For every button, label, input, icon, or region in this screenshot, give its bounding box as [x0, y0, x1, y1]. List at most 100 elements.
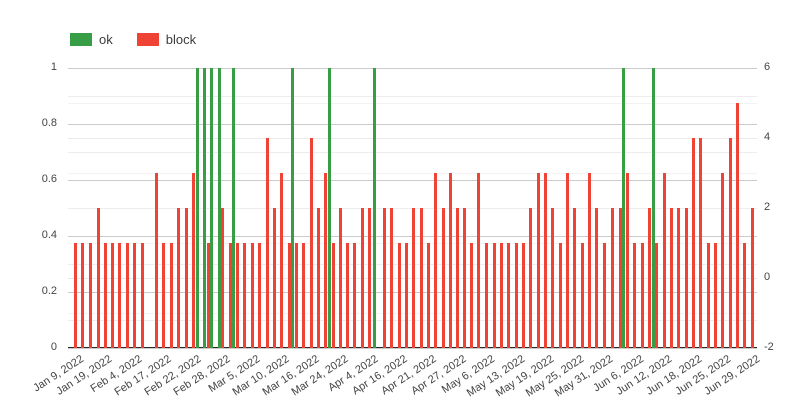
bar-block[interactable]	[707, 243, 710, 348]
bar-block[interactable]	[104, 243, 107, 348]
bar-block[interactable]	[258, 243, 261, 348]
bar-ok[interactable]	[203, 68, 206, 348]
bar-block[interactable]	[420, 208, 423, 348]
bar-block[interactable]	[141, 243, 144, 348]
bar-block[interactable]	[522, 243, 525, 348]
bar-block[interactable]	[485, 243, 488, 348]
bar-ok[interactable]	[291, 68, 294, 348]
bar-block[interactable]	[743, 243, 746, 348]
bar-block[interactable]	[155, 173, 158, 348]
bar-block[interactable]	[118, 243, 121, 348]
bar-block[interactable]	[736, 103, 739, 348]
bar-block[interactable]	[339, 208, 342, 348]
bar-block[interactable]	[641, 243, 644, 348]
bar-block[interactable]	[463, 208, 466, 348]
bar-ok[interactable]	[328, 68, 331, 348]
bar-block[interactable]	[626, 173, 629, 348]
bar-block[interactable]	[685, 208, 688, 348]
bar-block[interactable]	[332, 243, 335, 348]
bar-block[interactable]	[699, 138, 702, 348]
bar-block[interactable]	[207, 243, 210, 348]
bar-block[interactable]	[648, 208, 651, 348]
bar-block[interactable]	[266, 138, 269, 348]
legend-item-ok[interactable]: ok	[70, 33, 113, 46]
bar-block[interactable]	[729, 138, 732, 348]
bar-block[interactable]	[310, 138, 313, 348]
bar-block[interactable]	[89, 243, 92, 348]
bar-block[interactable]	[434, 173, 437, 348]
bar-block[interactable]	[633, 243, 636, 348]
bar-block[interactable]	[529, 208, 532, 348]
bar-block[interactable]	[470, 243, 473, 348]
bar-block[interactable]	[192, 173, 195, 348]
bar-block[interactable]	[449, 173, 452, 348]
bar-block[interactable]	[751, 208, 754, 348]
bar-block[interactable]	[500, 243, 503, 348]
bar-block[interactable]	[346, 243, 349, 348]
bar-block[interactable]	[126, 243, 129, 348]
bar-block[interactable]	[537, 173, 540, 348]
bar-block[interactable]	[405, 243, 408, 348]
bar-block[interactable]	[456, 208, 459, 348]
bar-block[interactable]	[229, 243, 232, 348]
bar-block[interactable]	[97, 208, 100, 348]
bar-block[interactable]	[603, 243, 606, 348]
bar-block[interactable]	[324, 173, 327, 348]
bar-ok[interactable]	[652, 68, 655, 348]
bar-block[interactable]	[361, 208, 364, 348]
bar-block[interactable]	[185, 208, 188, 348]
bar-ok[interactable]	[196, 68, 199, 348]
bar-block[interactable]	[170, 243, 173, 348]
bar-block[interactable]	[544, 173, 547, 348]
bar-block[interactable]	[515, 243, 518, 348]
bar-block[interactable]	[353, 243, 356, 348]
bar-block[interactable]	[81, 243, 84, 348]
bar-block[interactable]	[663, 173, 666, 348]
bar-block[interactable]	[368, 208, 371, 348]
bar-block[interactable]	[243, 243, 246, 348]
bar-block[interactable]	[221, 208, 224, 348]
bar-block[interactable]	[236, 243, 239, 348]
bar-block[interactable]	[714, 243, 717, 348]
bar-block[interactable]	[442, 208, 445, 348]
bar-block[interactable]	[611, 208, 614, 348]
bar-block[interactable]	[280, 173, 283, 348]
bar-block[interactable]	[573, 208, 576, 348]
bar-block[interactable]	[595, 208, 598, 348]
bar-block[interactable]	[559, 243, 562, 348]
bar-block[interactable]	[427, 243, 430, 348]
bar-block[interactable]	[383, 208, 386, 348]
bar-block[interactable]	[251, 243, 254, 348]
bar-block[interactable]	[398, 243, 401, 348]
bar-block[interactable]	[74, 243, 77, 348]
bar-ok[interactable]	[373, 68, 376, 348]
bar-block[interactable]	[390, 208, 393, 348]
bar-ok[interactable]	[210, 68, 213, 348]
bar-block[interactable]	[302, 243, 305, 348]
bar-block[interactable]	[670, 208, 673, 348]
bar-block[interactable]	[677, 208, 680, 348]
bar-block[interactable]	[566, 173, 569, 348]
bar-block[interactable]	[177, 208, 180, 348]
bar-block[interactable]	[619, 208, 622, 348]
bar-block[interactable]	[295, 243, 298, 348]
bar-block[interactable]	[721, 173, 724, 348]
legend-item-block[interactable]: block	[136, 33, 196, 46]
bar-block[interactable]	[655, 243, 658, 348]
bar-block[interactable]	[162, 243, 165, 348]
bar-block[interactable]	[692, 138, 695, 348]
bar-block[interactable]	[412, 208, 415, 348]
bar-block[interactable]	[317, 208, 320, 348]
bar-block[interactable]	[477, 173, 480, 348]
bar-ok[interactable]	[218, 68, 221, 348]
bar-block[interactable]	[507, 243, 510, 348]
bar-block[interactable]	[288, 243, 291, 348]
bar-block[interactable]	[133, 243, 136, 348]
bar-block[interactable]	[273, 208, 276, 348]
bar-block[interactable]	[551, 208, 554, 348]
bar-block[interactable]	[581, 243, 584, 348]
bar-block[interactable]	[493, 243, 496, 348]
bar-block[interactable]	[588, 173, 591, 348]
bar-block[interactable]	[111, 243, 114, 348]
bar-ok[interactable]	[232, 68, 235, 348]
